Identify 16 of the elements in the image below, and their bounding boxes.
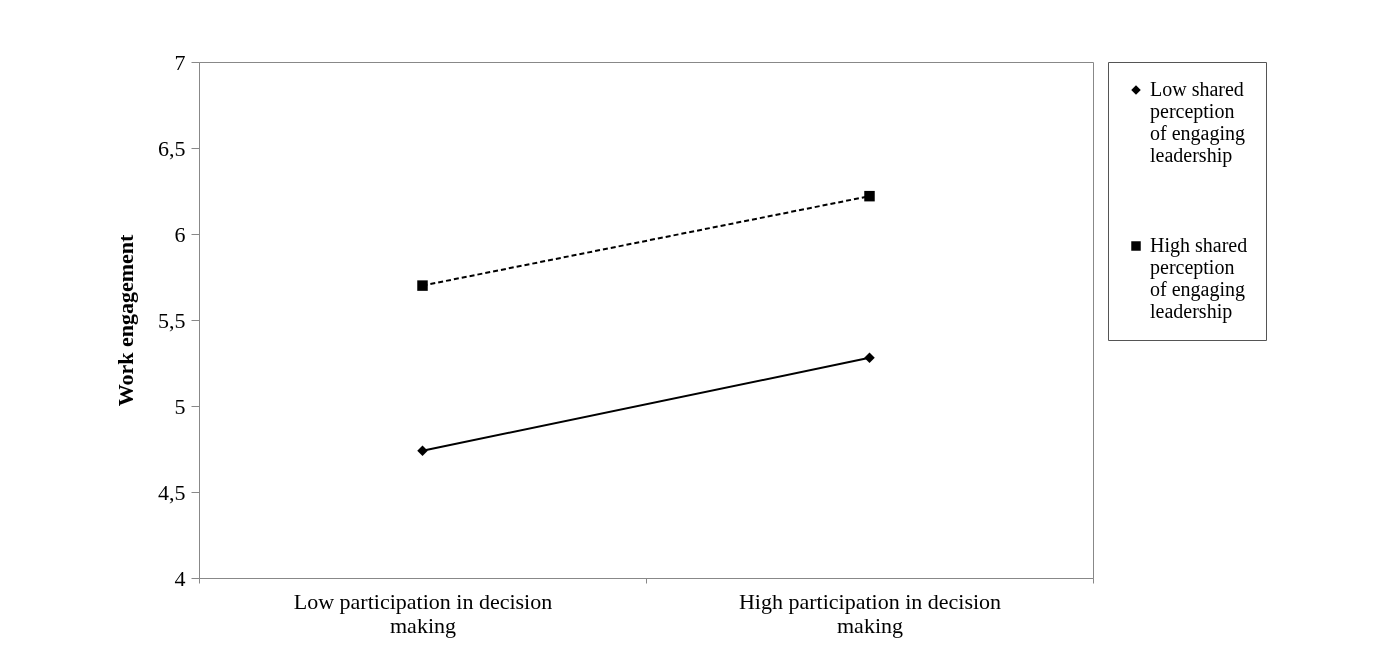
- point: [417, 280, 428, 291]
- point: [417, 445, 428, 456]
- x-tick-label: High participation in decision making: [738, 588, 1002, 638]
- point: [864, 352, 875, 364]
- legend-label: Low shared perception of engaging leadership: [1150, 78, 1245, 167]
- y-axis-title: Work engagement: [113, 233, 138, 407]
- y-tick-label: 5: [174, 393, 186, 419]
- y-tick-label: 4,5: [158, 479, 186, 505]
- y-tick-label: 7: [174, 49, 186, 75]
- y-tick-label: 6: [174, 221, 186, 247]
- y-tick-label: 5,5: [158, 307, 186, 333]
- legend-label: High shared perception of engaging leadership: [1150, 234, 1248, 323]
- y-tick-label: 6,5: [158, 135, 186, 161]
- x-tick-label: Low participation in decision making: [293, 588, 553, 638]
- point: [864, 190, 875, 202]
- y-tick-label: 4: [174, 565, 186, 591]
